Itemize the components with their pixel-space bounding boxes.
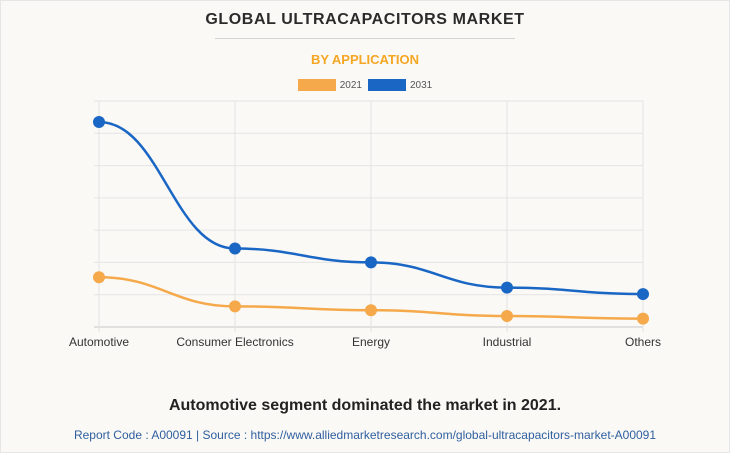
data-point-2021 (93, 271, 105, 284)
chart-subtitle: BY APPLICATION (310, 52, 420, 67)
x-tick-label: Automotive (69, 335, 129, 349)
title-divider (215, 38, 515, 39)
legend-label-2031: 2031 (410, 79, 433, 91)
series-line-2031 (98, 120, 644, 296)
chart-legend: 2021 2031 (0, 79, 730, 91)
data-point-2031 (365, 256, 377, 269)
chart-title: GLOBAL ULTRACAPACITORS MARKET (205, 11, 525, 28)
data-point-2021 (365, 304, 377, 317)
chart-caption: Automotive segment dominated the market … (168, 397, 562, 414)
x-tick-label: Energy (352, 335, 390, 349)
data-point-2021 (501, 310, 513, 323)
legend-label-2021: 2021 (339, 79, 362, 91)
data-point-2031 (229, 242, 241, 255)
legend-swatch-2021 (297, 79, 336, 91)
data-point-2021 (229, 300, 241, 313)
x-tick-label: Others (625, 335, 661, 349)
data-point-2031 (501, 281, 513, 294)
data-point-2031 (637, 288, 649, 301)
legend-item-2021[interactable]: 2021 (297, 79, 362, 91)
legend-swatch-2031 (368, 79, 406, 91)
x-tick-label: Consumer Electronics (176, 335, 293, 349)
source-line: Report Code : A00091 | Source : https://… (73, 428, 657, 442)
data-point-2021 (637, 312, 649, 325)
legend-item-2031[interactable]: 2031 (368, 79, 432, 91)
x-tick-label: Industrial (483, 335, 532, 349)
data-point-2031 (93, 115, 105, 128)
